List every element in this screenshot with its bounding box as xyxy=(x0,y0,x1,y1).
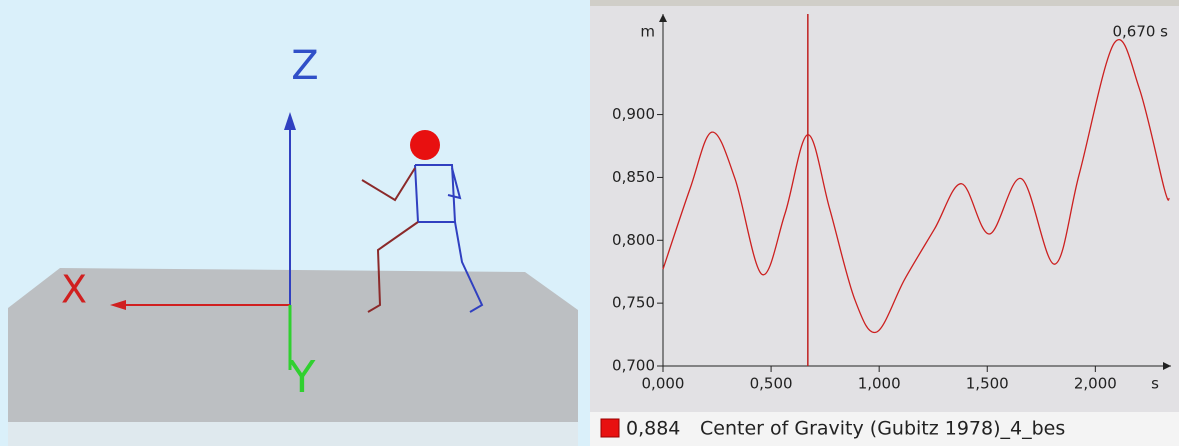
x-label: X xyxy=(61,268,87,312)
floor-edge xyxy=(8,422,578,446)
legend-swatch xyxy=(601,419,619,437)
z-label: Z xyxy=(291,43,318,89)
x-tick-label: 1,500 xyxy=(966,375,1009,393)
x-axis-label: s xyxy=(1151,375,1159,393)
legend-value: 0,884 xyxy=(626,418,680,440)
screen: Z X Y m s 0,700 0,750 0,800 0,850 0,900 0,000 0,… xyxy=(0,0,1179,446)
x-tick-label: 0,000 xyxy=(642,375,685,393)
x-tick-label: 2,000 xyxy=(1074,375,1117,393)
y-tick-label: 0,850 xyxy=(612,168,655,186)
y-tick-label: 0,750 xyxy=(612,294,655,312)
panel-top xyxy=(590,0,1179,6)
chart-panel xyxy=(590,0,1179,412)
y-tick-label: 0,900 xyxy=(612,105,655,123)
y-label: Y xyxy=(288,352,316,403)
y-tick-label: 0,800 xyxy=(612,231,655,249)
cursor-label: 0,670 s xyxy=(1112,23,1168,41)
y-tick-label: 0,700 xyxy=(612,357,655,375)
y-axis-label: m xyxy=(640,23,655,41)
page: {"scene": {"axis_labels": ["Z", "X", "Y"… xyxy=(0,0,1179,446)
x-tick-label: 0,500 xyxy=(750,375,793,393)
legend-name: Center of Gravity (Gubitz 1978)_4_bes xyxy=(700,418,1065,440)
x-tick-label: 1,000 xyxy=(858,375,901,393)
